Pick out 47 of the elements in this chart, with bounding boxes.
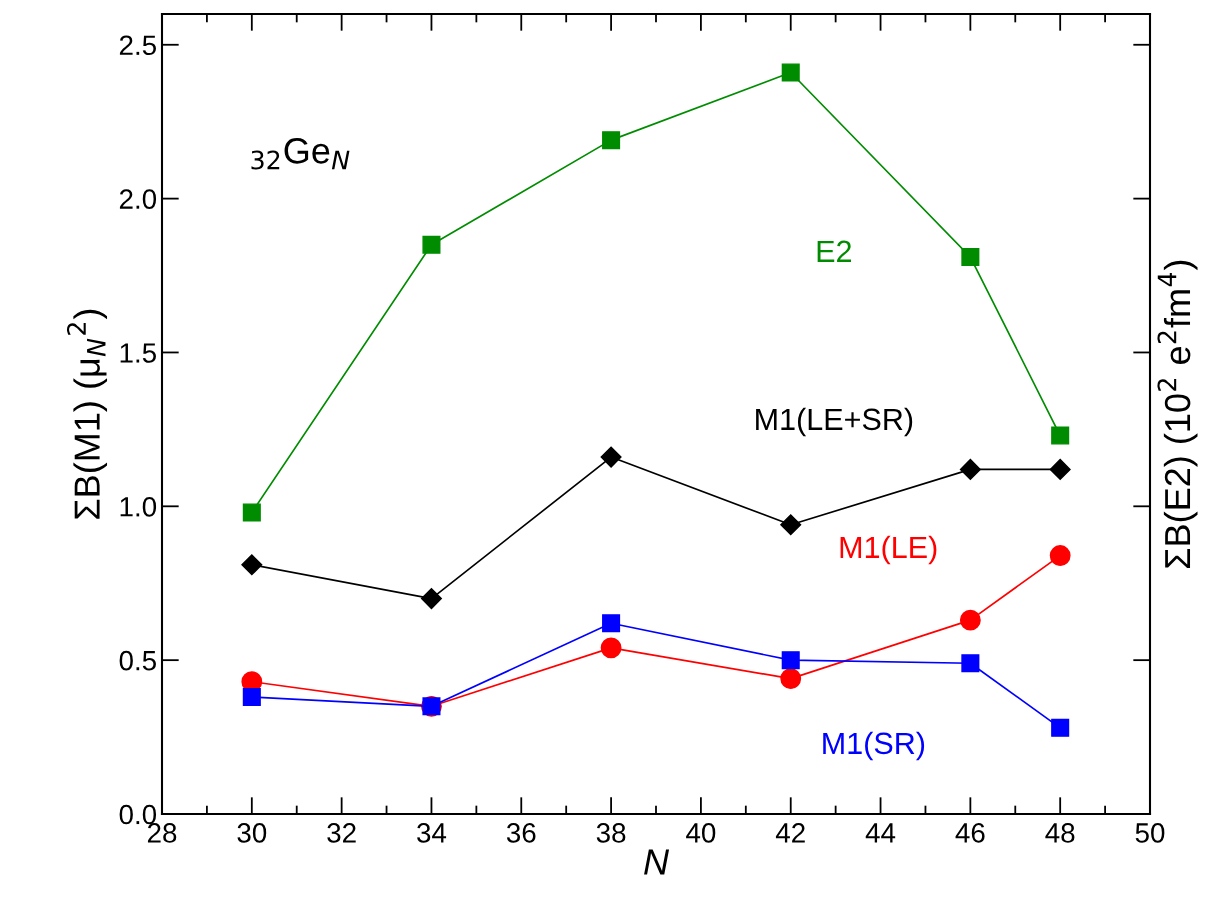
annotation: $_{32}$Ge$_{N}$ bbox=[251, 138, 350, 170]
point bbox=[242, 688, 261, 707]
x-tick-label: 28 bbox=[147, 823, 177, 843]
text: E2 bbox=[817, 240, 851, 262]
x-tick-label: 38 bbox=[596, 823, 626, 843]
x-tick-label: 34 bbox=[417, 823, 447, 843]
point bbox=[781, 651, 800, 670]
x-axis-title: N bbox=[644, 849, 670, 875]
y-tick-label: 1.5 bbox=[120, 343, 156, 363]
series-label: M1(LE+SR) bbox=[756, 407, 913, 437]
x-tick-label: 48 bbox=[1045, 823, 1075, 843]
point bbox=[420, 588, 442, 610]
y-tick-label: 2.0 bbox=[119, 189, 157, 209]
point bbox=[1051, 718, 1070, 737]
y-axis-title: ΣB(M1) (μ$_{N}$$^{2}$) bbox=[66, 309, 108, 519]
y-tick-label: 0.5 bbox=[119, 650, 156, 671]
point bbox=[961, 248, 980, 267]
point bbox=[1049, 458, 1071, 480]
x-tick-label: 30 bbox=[237, 823, 267, 843]
x-tick-label: 42 bbox=[775, 823, 805, 843]
point bbox=[422, 235, 441, 254]
point bbox=[600, 446, 622, 468]
point bbox=[602, 614, 621, 633]
point bbox=[959, 458, 981, 480]
text: M1(SR) bbox=[823, 731, 925, 761]
x-tick-label: 50 bbox=[1135, 823, 1165, 843]
x-tick-label: 44 bbox=[865, 823, 896, 843]
x-tick-label: 32 bbox=[327, 823, 356, 843]
point bbox=[1051, 426, 1070, 445]
x-tick-label: 40 bbox=[686, 823, 716, 843]
point bbox=[242, 503, 261, 522]
y-tick-label: 1.0 bbox=[120, 496, 157, 517]
point bbox=[961, 654, 980, 673]
point bbox=[602, 131, 621, 150]
point bbox=[780, 514, 802, 536]
x-tick-label: 46 bbox=[955, 823, 985, 843]
point bbox=[600, 637, 622, 659]
y-tick-label: 0.0 bbox=[119, 804, 157, 825]
point bbox=[780, 668, 802, 690]
y-tick-label: 2.5 bbox=[119, 35, 156, 56]
point bbox=[241, 554, 263, 576]
point bbox=[1049, 545, 1071, 566]
y2-axis-title: ΣB(E2) (10$^{2}$ e$^{2}$fm$^{4}$) bbox=[1157, 260, 1198, 568]
point bbox=[781, 63, 800, 82]
series-label: M1(LE) bbox=[840, 535, 937, 565]
point bbox=[959, 609, 981, 631]
x-tick-label: 36 bbox=[506, 823, 536, 843]
